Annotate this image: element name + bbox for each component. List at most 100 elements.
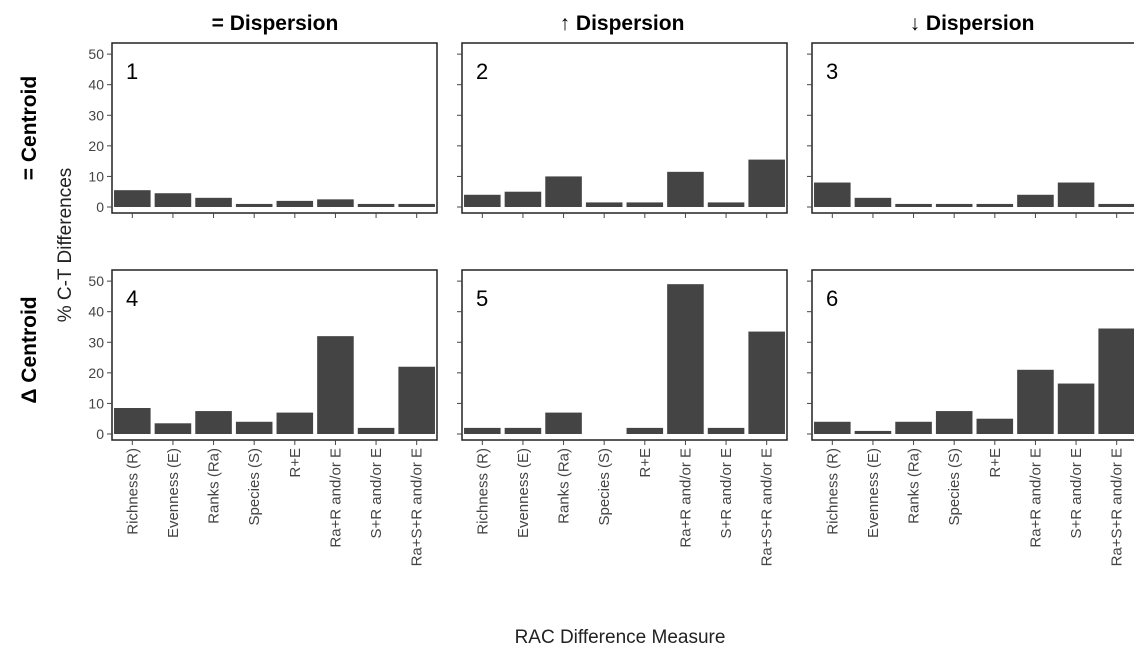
- bar: [357, 203, 395, 207]
- row-title-delta-centroid: Δ Centroid: [18, 296, 41, 403]
- x-tick-label: Ra+R and/or E: [1027, 448, 1044, 548]
- bar: [1057, 182, 1095, 207]
- bar: [154, 423, 192, 434]
- panel-5-number: 5: [476, 286, 488, 311]
- bar: [667, 171, 704, 207]
- bar: [464, 194, 501, 207]
- x-tick-label: S+R and/or E: [1068, 448, 1085, 538]
- bar: [1098, 203, 1134, 207]
- bar: [235, 203, 273, 207]
- x-tick-label: R+E: [637, 448, 654, 478]
- x-axis-title: RAC Difference Measure: [515, 627, 726, 648]
- bar: [814, 182, 851, 207]
- x-tick-label: S+R and/or E: [718, 448, 735, 538]
- panel-1-number: 1: [126, 59, 138, 84]
- x-tick-label: Richness (R): [474, 448, 491, 535]
- bar: [1057, 383, 1095, 434]
- x-tick-label: Ranks (Ra): [556, 448, 573, 524]
- bar: [935, 411, 973, 434]
- bar: [398, 366, 435, 434]
- panel-1-frame: [111, 42, 438, 214]
- x-tick-label: Species (S): [246, 448, 263, 526]
- bar: [1098, 328, 1134, 434]
- bar: [195, 197, 232, 207]
- bar: [114, 190, 151, 207]
- bar: [195, 411, 232, 434]
- bar: [1017, 369, 1054, 434]
- y-tick-label: 10: [88, 168, 104, 184]
- panel-4-frame: [111, 269, 438, 441]
- bar: [895, 203, 932, 207]
- bar: [545, 176, 582, 207]
- bar: [854, 430, 892, 434]
- bar: [464, 427, 501, 434]
- column-title-equal-dispersion: = Dispersion: [212, 12, 339, 35]
- x-tick-label: Evenness (E): [515, 448, 532, 538]
- x-tick-label: R+E: [287, 448, 304, 478]
- panel-3-number: 3: [826, 59, 838, 84]
- x-tick-label: Ra+R and/or E: [677, 448, 694, 548]
- y-tick-label: 0: [96, 426, 104, 442]
- column-title-decreased-dispersion: ↓ Dispersion: [910, 12, 1035, 35]
- y-tick-label: 40: [88, 304, 104, 320]
- bar: [504, 191, 542, 207]
- y-tick-label: 50: [88, 273, 104, 289]
- panel-4-number: 4: [126, 286, 138, 311]
- bar: [895, 421, 932, 434]
- bar: [317, 199, 354, 207]
- x-tick-label: Ra+S+R and/or E: [409, 448, 426, 566]
- bar: [504, 427, 542, 434]
- bar: [276, 412, 314, 434]
- bar: [707, 427, 745, 434]
- y-tick-label: 30: [88, 334, 104, 350]
- bar: [1017, 194, 1054, 207]
- bar: [748, 159, 785, 207]
- y-tick-label: 50: [88, 46, 104, 62]
- panel-2-frame: [461, 42, 788, 214]
- y-tick-label: 30: [88, 107, 104, 123]
- bar: [748, 331, 785, 434]
- y-tick-label: 40: [88, 77, 104, 93]
- y-tick-label: 20: [88, 138, 104, 154]
- bar: [976, 418, 1014, 434]
- panel-2-number: 2: [476, 59, 488, 84]
- x-tick-label: Ranks (Ra): [206, 448, 223, 524]
- bar: [626, 202, 664, 207]
- bar: [976, 203, 1014, 207]
- bar: [854, 197, 892, 207]
- x-tick-label: Species (S): [596, 448, 613, 526]
- x-tick-label: S+R and/or E: [368, 448, 385, 538]
- bar: [317, 336, 354, 434]
- column-title-increased-dispersion: ↑ Dispersion: [560, 12, 685, 35]
- x-tick-label: Species (S): [946, 448, 963, 526]
- x-tick-label: Evenness (E): [865, 448, 882, 538]
- y-tick-label: 0: [96, 199, 104, 215]
- x-tick-label: Ra+S+R and/or E: [1109, 448, 1126, 566]
- bar: [935, 203, 973, 207]
- bar: [667, 284, 704, 434]
- bar: [235, 421, 273, 434]
- bar: [626, 427, 664, 434]
- x-tick-label: Ra+R and/or E: [327, 448, 344, 548]
- bar: [398, 203, 435, 207]
- x-tick-label: Richness (R): [124, 448, 141, 535]
- x-tick-label: R+E: [987, 448, 1004, 478]
- x-tick-label: Ranks (Ra): [906, 448, 923, 524]
- panel-6-number: 6: [826, 286, 838, 311]
- y-tick-label: 10: [88, 395, 104, 411]
- bar: [707, 202, 745, 207]
- y-tick-label: 20: [88, 365, 104, 381]
- bar: [114, 408, 151, 434]
- y-axis-title: % C-T Differences: [55, 168, 76, 323]
- row-title-equal-centroid: = Centroid: [18, 76, 41, 180]
- x-tick-label: Richness (R): [824, 448, 841, 535]
- bar: [585, 202, 623, 207]
- x-tick-label: Evenness (E): [165, 448, 182, 538]
- bar: [814, 421, 851, 434]
- bar: [276, 200, 314, 207]
- x-tick-label: Ra+S+R and/or E: [759, 448, 776, 566]
- bar: [545, 412, 582, 434]
- panel-5-frame: [461, 269, 788, 441]
